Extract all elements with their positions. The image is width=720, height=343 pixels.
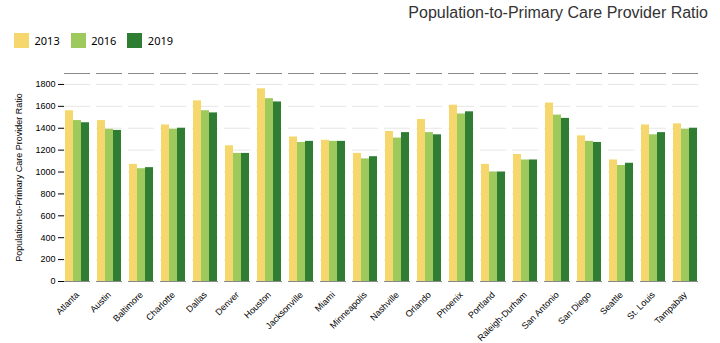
svg-text:Atlanta: Atlanta	[54, 289, 81, 316]
svg-text:Raleigh-Durham: Raleigh-Durham	[476, 289, 529, 342]
svg-text:1400: 1400	[35, 123, 55, 133]
svg-text:200: 200	[40, 254, 55, 264]
svg-text:Houston: Houston	[242, 289, 273, 320]
svg-text:Dallas: Dallas	[184, 289, 209, 314]
html-text:2016: 2016	[91, 33, 117, 48]
svg-text:Minneapolis: Minneapolis	[328, 289, 369, 330]
svg-text:Jacksonville: Jacksonville	[264, 289, 305, 330]
svg-text:San Antonio: San Antonio	[520, 289, 561, 330]
svg-text:St. Louis: St. Louis	[625, 289, 657, 321]
svg-text:Phoenix: Phoenix	[435, 289, 465, 319]
svg-text:0: 0	[50, 276, 55, 286]
svg-text:Portland: Portland	[466, 289, 497, 320]
svg-text:1200: 1200	[35, 145, 55, 155]
svg-text:Denver: Denver	[213, 289, 241, 317]
html-text:Population-to-Primary Care Pro: Population-to-Primary Care Provider Rati…	[408, 4, 708, 21]
svg-text:600: 600	[40, 210, 55, 220]
svg-text:800: 800	[40, 188, 55, 198]
svg-text:Charlotte: Charlotte	[144, 289, 177, 322]
svg-text:Orlando: Orlando	[403, 289, 433, 319]
svg-text:Baltimore: Baltimore	[111, 289, 145, 323]
svg-text:Seattle: Seattle	[598, 289, 625, 316]
svg-text:Tampabay: Tampabay	[653, 289, 690, 326]
svg-text:Population-to-Primary Care Pro: Population-to-Primary Care Provider Rati…	[14, 93, 24, 262]
svg-text:1000: 1000	[35, 166, 55, 176]
svg-text:Miami: Miami	[313, 289, 337, 313]
svg-text:400: 400	[40, 232, 55, 242]
svg-text:San Diego: San Diego	[556, 289, 593, 326]
svg-text:1800: 1800	[35, 79, 55, 89]
svg-text:Nashville: Nashville	[368, 289, 401, 322]
html-text:2019: 2019	[147, 33, 173, 48]
svg-text:1600: 1600	[35, 101, 55, 111]
html-text:2013: 2013	[34, 33, 60, 48]
svg-text:Austin: Austin	[88, 289, 113, 314]
